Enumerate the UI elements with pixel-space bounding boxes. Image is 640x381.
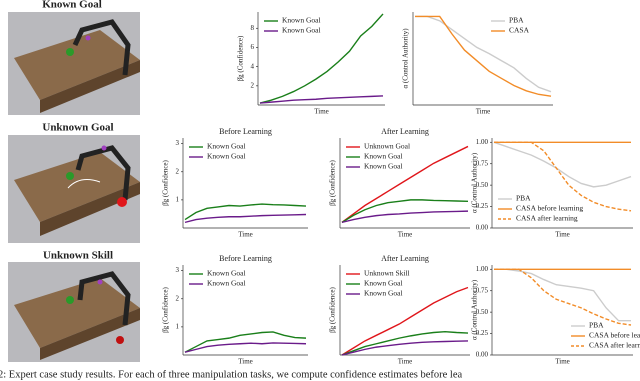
row-title: Unknown Goal [42, 122, 113, 134]
chart-title: After Learning [381, 254, 429, 263]
legend-label: CASA before learning [516, 204, 583, 213]
legend-label: CASA [509, 26, 530, 35]
x-axis-label: Time [398, 358, 413, 366]
series-line [341, 340, 469, 356]
chart-title: Before Learning [219, 254, 272, 263]
y-tick-label: 0.00 [476, 224, 489, 232]
y-axis-label: α (Control Authority) [471, 279, 479, 340]
legend-label: CASA after learning [589, 341, 640, 350]
legend-label: Unknown Skill [364, 269, 410, 278]
legend-label: PBA [589, 321, 604, 330]
series-line [184, 213, 307, 224]
y-axis-label: α (Control Authority) [402, 28, 410, 89]
y-tick-label: 0.00 [476, 351, 489, 359]
legend-label: Known Goal [282, 26, 321, 35]
row-title: Unknown Skill [43, 250, 113, 262]
robot-scene [8, 12, 140, 115]
legend-label: CASA after learning [516, 214, 578, 223]
y-tick-label: 4 [251, 62, 255, 70]
y-axis-label: β̂g (Confidence) [329, 286, 337, 332]
y-tick-label: 2 [176, 294, 180, 302]
y-tick-label: 6 [251, 43, 255, 51]
series-line [184, 203, 307, 221]
series-line [415, 15, 552, 93]
y-tick-label: 0.50 [476, 308, 489, 316]
y-tick-label: 2 [251, 81, 255, 89]
y-tick-label: 0.25 [476, 329, 489, 337]
series-line [259, 95, 384, 104]
legend-label: Known Goal [207, 142, 246, 151]
y-tick-label: 0.75 [476, 286, 489, 294]
series-line [341, 330, 469, 356]
legend-label: Known Goal [207, 152, 246, 161]
caption: 2: Expert case study results. For each o… [0, 369, 463, 380]
series-line [494, 141, 632, 212]
x-axis-label: Time [314, 108, 329, 116]
y-tick-label: 0.25 [476, 202, 489, 210]
y-tick-label: 3 [176, 266, 180, 274]
series-line [184, 331, 307, 353]
chart-title: After Learning [381, 127, 429, 136]
legend-label: Known Goal [364, 289, 403, 298]
y-axis-label: β̂g (Confidence) [329, 159, 337, 205]
legend-label: Known Goal [207, 279, 246, 288]
y-axis-label: β̂g (Confidence) [162, 159, 170, 205]
y-tick-label: 0.75 [476, 159, 489, 167]
legend-label: PBA [509, 16, 524, 25]
y-tick-label: 0.50 [476, 181, 489, 189]
series-line [494, 268, 632, 326]
series-line [341, 210, 469, 224]
y-tick-label: 2 [176, 167, 180, 175]
legend-label: Known Goal [207, 269, 246, 278]
x-axis-label: Time [238, 231, 253, 239]
y-axis-label: β̂g (Confidence) [162, 286, 170, 332]
legend-label: PBA [516, 194, 531, 203]
y-tick-label: 1 [176, 322, 180, 330]
chart-title: Before Learning [219, 127, 272, 136]
y-tick-label: 3 [176, 139, 180, 147]
series-line [415, 15, 552, 97]
x-axis-label: Time [238, 358, 253, 366]
row-title: Known Goal [42, 0, 102, 11]
x-axis-label: Time [555, 231, 570, 239]
series-line [494, 268, 631, 322]
series-line [259, 13, 384, 104]
legend-label: Known Goal [282, 16, 321, 25]
legend-label: Known Goal [364, 279, 403, 288]
series-line [341, 145, 469, 223]
legend-label: Unknown Goal [364, 142, 410, 151]
robot-scene [8, 262, 140, 362]
legend-label: Known Goal [364, 162, 403, 171]
series-line [341, 199, 469, 223]
y-tick-label: 1.00 [476, 138, 489, 146]
series-line [341, 286, 469, 356]
y-tick-label: 8 [251, 24, 255, 32]
y-axis-label: β̂g (Confidence) [237, 35, 245, 81]
legend-label: Known Goal [364, 152, 403, 161]
x-axis-label: Time [555, 358, 570, 366]
robot-scene [8, 135, 140, 243]
x-axis-label: Time [398, 231, 413, 239]
x-axis-label: Time [476, 108, 491, 116]
legend-label: CASA before learning [589, 331, 640, 340]
y-tick-label: 1.00 [476, 265, 489, 273]
series-line [184, 342, 307, 353]
y-axis-label: α (Control Authority) [471, 152, 479, 213]
series-line [493, 141, 632, 188]
y-tick-label: 1 [176, 195, 180, 203]
